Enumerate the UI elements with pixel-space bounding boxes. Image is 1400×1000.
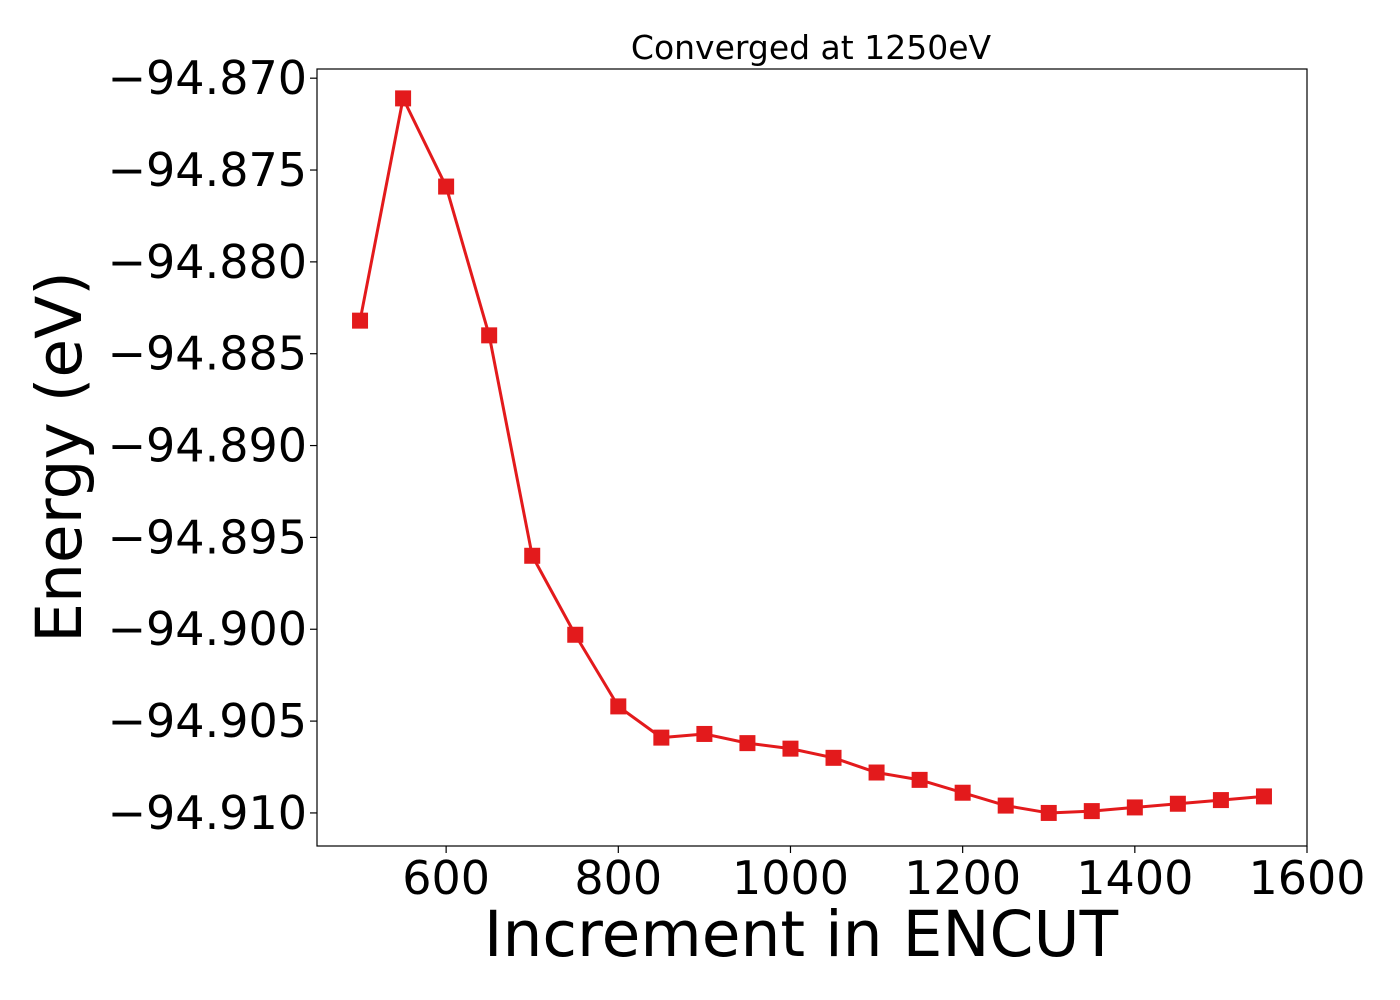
y-tick-label: −94.870	[108, 51, 308, 105]
y-tick-label: −94.880	[108, 235, 308, 289]
data-point	[739, 735, 756, 752]
data-point	[997, 797, 1014, 814]
data-point	[782, 740, 799, 757]
y-tick-label: −94.875	[108, 143, 308, 197]
y-tick-label: −94.900	[108, 602, 308, 656]
y-tick-label: −94.885	[108, 327, 308, 381]
data-point	[825, 749, 842, 766]
x-axis-label: Increment in ENCUT	[484, 898, 1119, 971]
data-point	[954, 784, 971, 801]
y-tick-label: −94.890	[108, 419, 308, 473]
data-point	[395, 90, 412, 107]
x-tick-label: 1200	[904, 851, 1021, 905]
data-point	[1255, 788, 1272, 805]
data-point	[911, 771, 928, 788]
plot-area	[316, 68, 1308, 847]
series-layer	[352, 90, 1272, 821]
data-point	[1083, 803, 1100, 820]
data-point	[1040, 804, 1057, 821]
y-tick-label: −94.910	[108, 786, 308, 840]
data-point	[610, 698, 627, 715]
x-tick-label: 1400	[1076, 851, 1193, 905]
data-point	[696, 725, 713, 742]
y-tick-label: −94.895	[108, 510, 308, 564]
data-point	[352, 312, 369, 329]
x-tick-label: 600	[402, 851, 490, 905]
data-point	[1212, 792, 1229, 809]
data-point	[438, 178, 455, 195]
data-point	[567, 626, 584, 643]
x-tick-label: 800	[574, 851, 662, 905]
data-point	[1126, 799, 1143, 816]
x-tick-label: 1600	[1248, 851, 1365, 905]
data-point	[868, 764, 885, 781]
x-axis: 600 800 1000 1200 1400 1600	[402, 846, 1366, 905]
y-axis-label: Energy (eV)	[23, 271, 96, 643]
y-tick-label: −94.905	[108, 694, 308, 748]
data-point	[1169, 795, 1186, 812]
x-tick-label: 1000	[732, 851, 849, 905]
data-point	[653, 729, 670, 746]
series-line	[358, 96, 1265, 815]
data-point	[481, 327, 498, 344]
chart-title: Converged at 1250eV	[631, 28, 992, 67]
y-axis: −94.870 −94.875 −94.880 −94.885 −94.890 −94.8…	[108, 51, 317, 840]
data-point	[524, 547, 541, 564]
